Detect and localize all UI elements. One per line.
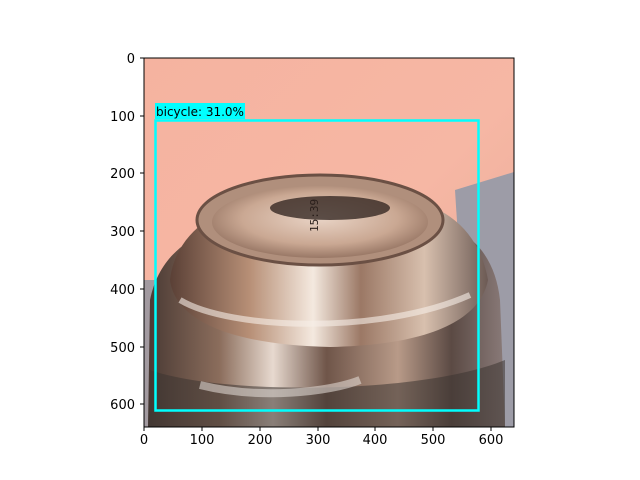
can-lid-inner-shadow — [270, 196, 390, 220]
y-tick-label: 600 — [110, 398, 135, 413]
can-printed-code: 15:39 — [308, 199, 321, 232]
x-tick-label: 0 — [140, 433, 148, 448]
detection-label-background — [155, 103, 245, 119]
axes-frame — [143, 57, 515, 428]
y-tick-label: 500 — [110, 341, 135, 356]
can-highlight — [178, 292, 472, 327]
y-tick-label: 200 — [110, 167, 135, 182]
bounding-box — [154, 119, 480, 412]
detection-label: bicycle: 31.0% — [156, 105, 244, 119]
x-tick-label: 400 — [363, 433, 388, 448]
x-tick-label: 500 — [421, 433, 446, 448]
x-axis: 0 100 200 300 400 500 600 — [140, 427, 504, 448]
detection-box: bicycle: 31.0% — [154, 103, 480, 412]
y-axis: 0 100 200 300 400 500 600 — [110, 52, 144, 413]
x-tick-label: 600 — [479, 433, 504, 448]
y-tick-label: 300 — [110, 225, 135, 240]
y-tick-label: 0 — [127, 52, 135, 67]
x-tick-label: 100 — [190, 433, 215, 448]
y-tick-label: 400 — [110, 283, 135, 298]
x-tick-label: 200 — [248, 433, 273, 448]
can-band-shine — [199, 376, 362, 398]
y-tick-label: 100 — [110, 110, 135, 125]
x-tick-label: 300 — [306, 433, 331, 448]
